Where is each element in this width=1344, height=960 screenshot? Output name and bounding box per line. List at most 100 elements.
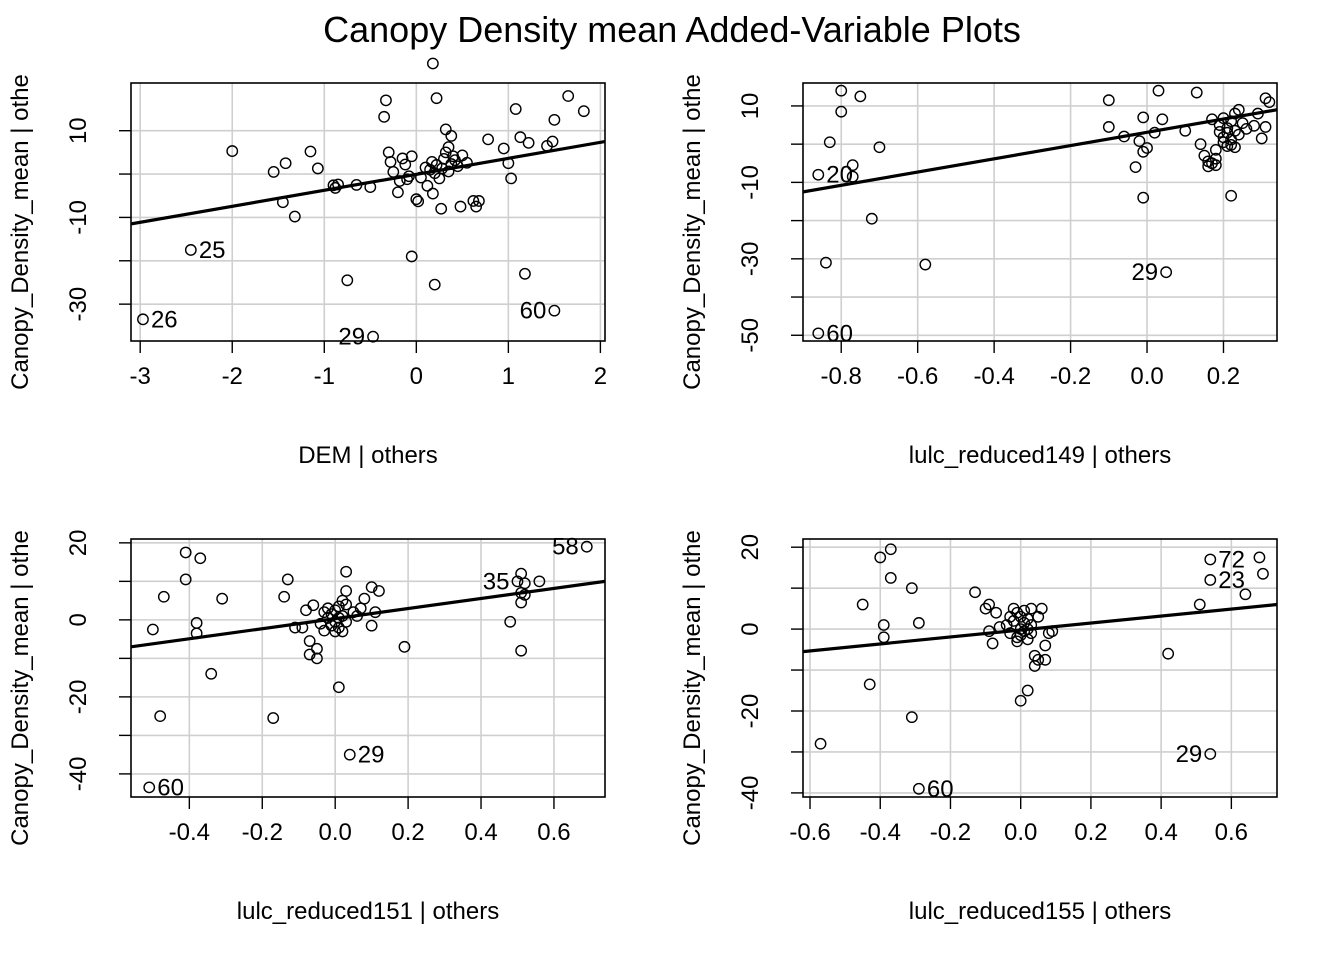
data-point (445, 130, 458, 142)
data-point (325, 619, 338, 632)
data-point (1221, 122, 1234, 135)
y-axis-title: Canopy_Density_mean | othe (7, 74, 34, 390)
data-point (873, 141, 886, 154)
data-point (1133, 135, 1146, 147)
data-point (1225, 139, 1238, 151)
data-point (877, 631, 890, 644)
data-point (157, 590, 170, 603)
data-point (473, 195, 485, 207)
point-label: 26 (151, 306, 178, 333)
data-point (325, 608, 338, 620)
x-tick-label: 0.6 (537, 819, 570, 846)
y-tick-label: -10 (65, 200, 92, 235)
data-point (373, 585, 385, 597)
point-label: 60 (927, 776, 954, 803)
data-point (278, 590, 291, 603)
data-point (533, 575, 546, 588)
data-point (969, 586, 981, 599)
data-point (1014, 694, 1027, 707)
data-point (329, 182, 342, 194)
data-point (518, 588, 531, 601)
data-point (146, 623, 159, 636)
data-point (1204, 553, 1217, 566)
data-point (341, 274, 354, 287)
data-point (1039, 639, 1052, 652)
data-point (358, 592, 371, 605)
data-point (1160, 266, 1173, 279)
data-point (442, 165, 455, 178)
y-axis: -50 -30 -10 10 (737, 93, 803, 353)
x-axis: -0.4 -0.2 0.0 0.2 0.4 0.6 (169, 797, 571, 846)
regression-line (803, 602, 1277, 654)
data-point (1202, 160, 1215, 173)
data-point (410, 193, 423, 206)
data-point (332, 681, 345, 694)
y-tick-label: 0 (737, 622, 764, 635)
plot-frame (802, 538, 1278, 798)
data-point (522, 136, 535, 149)
data-point (340, 615, 353, 628)
data-point (426, 57, 439, 70)
data-points (814, 543, 1269, 795)
point-label: 60 (520, 298, 547, 325)
data-points (137, 57, 590, 343)
data-point (1046, 625, 1059, 638)
data-point (1018, 617, 1031, 629)
data-point (454, 200, 467, 213)
data-point (1179, 124, 1192, 137)
data-point (184, 244, 197, 256)
data-point (1035, 602, 1048, 615)
data-point (387, 165, 400, 178)
data-point (154, 710, 167, 723)
data-point (986, 637, 999, 650)
data-point (1251, 107, 1264, 120)
data-point (1213, 119, 1226, 131)
data-point (367, 330, 379, 343)
data-point (919, 258, 932, 271)
y-tick-label: 10 (65, 117, 92, 144)
point-label: 25 (199, 237, 226, 264)
point-label: 29 (1176, 741, 1203, 768)
x-tick-label: -0.2 (930, 819, 971, 846)
data-point (1028, 660, 1041, 672)
data-point (1259, 92, 1272, 105)
y-tick-label: -20 (737, 694, 764, 729)
data-point (329, 604, 342, 617)
data-point (812, 327, 825, 340)
point-label: 29 (358, 742, 385, 769)
x-axis: -3 -2 -1 0 1 2 (130, 341, 607, 390)
x-tick-label: 0.0 (318, 819, 351, 846)
data-point (1204, 748, 1217, 760)
x-tick-label: -0.4 (973, 363, 1014, 390)
data-point (1014, 610, 1027, 623)
data-point (461, 156, 473, 169)
data-point (179, 546, 192, 559)
x-tick-label: -0.6 (789, 819, 830, 846)
x-tick-label: 0.2 (1207, 363, 1240, 390)
data-point (267, 165, 280, 178)
data-point (1229, 107, 1241, 120)
data-point (519, 267, 531, 280)
data-point (137, 313, 149, 326)
point-label: 60 (157, 774, 184, 801)
data-point (415, 171, 427, 184)
data-point (143, 781, 156, 794)
data-point (392, 186, 404, 199)
x-axis: -0.6 -0.4 -0.2 0.0 0.2 0.4 0.6 (789, 797, 1248, 846)
x-tick-label: -2 (222, 363, 243, 390)
data-point (823, 136, 836, 149)
data-point (820, 256, 832, 269)
point-labels: 20 29 60 (826, 162, 1158, 348)
data-point (327, 179, 340, 192)
x-tick-label: 0.0 (1004, 819, 1037, 846)
point-label: 35 (483, 568, 510, 595)
x-axis-title: lulc_reduced155 | others (909, 898, 1171, 925)
data-point (979, 602, 992, 615)
data-point (300, 604, 312, 617)
data-point (846, 159, 859, 172)
data-point (311, 652, 323, 665)
data-point (216, 592, 229, 605)
data-point (380, 94, 392, 107)
data-point (1039, 653, 1052, 666)
data-point (863, 678, 876, 691)
